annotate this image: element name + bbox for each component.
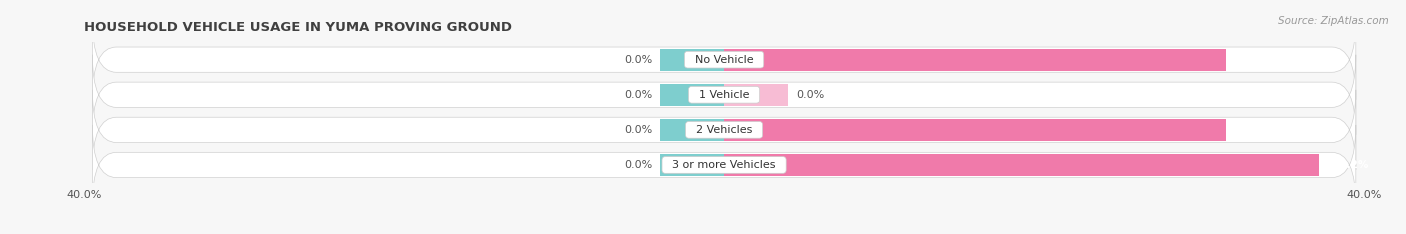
Text: Source: ZipAtlas.com: Source: ZipAtlas.com (1278, 16, 1389, 26)
Text: No Vehicle: No Vehicle (688, 55, 761, 65)
Bar (724, 84, 787, 106)
Text: 3 or more Vehicles: 3 or more Vehicles (665, 160, 783, 170)
Text: 0.0%: 0.0% (624, 90, 652, 100)
Text: 2 Vehicles: 2 Vehicles (689, 125, 759, 135)
Text: 0.0%: 0.0% (796, 90, 824, 100)
Text: 31.4%: 31.4% (1239, 125, 1275, 135)
FancyBboxPatch shape (93, 125, 1355, 205)
Bar (661, 49, 724, 70)
Bar (661, 119, 724, 141)
Text: 37.2%: 37.2% (1331, 160, 1368, 170)
Text: HOUSEHOLD VEHICLE USAGE IN YUMA PROVING GROUND: HOUSEHOLD VEHICLE USAGE IN YUMA PROVING … (84, 21, 512, 34)
Text: 1 Vehicle: 1 Vehicle (692, 90, 756, 100)
FancyBboxPatch shape (93, 90, 1355, 170)
Bar (724, 49, 1226, 70)
Text: 0.0%: 0.0% (624, 125, 652, 135)
Text: 31.4%: 31.4% (1239, 55, 1275, 65)
Text: 0.0%: 0.0% (624, 160, 652, 170)
Bar (724, 119, 1226, 141)
FancyBboxPatch shape (93, 55, 1355, 135)
Legend: Owner-occupied, Renter-occupied: Owner-occupied, Renter-occupied (607, 231, 841, 234)
Text: 0.0%: 0.0% (624, 55, 652, 65)
FancyBboxPatch shape (93, 20, 1355, 100)
Bar (724, 154, 1319, 176)
Bar (661, 84, 724, 106)
Bar (661, 154, 724, 176)
